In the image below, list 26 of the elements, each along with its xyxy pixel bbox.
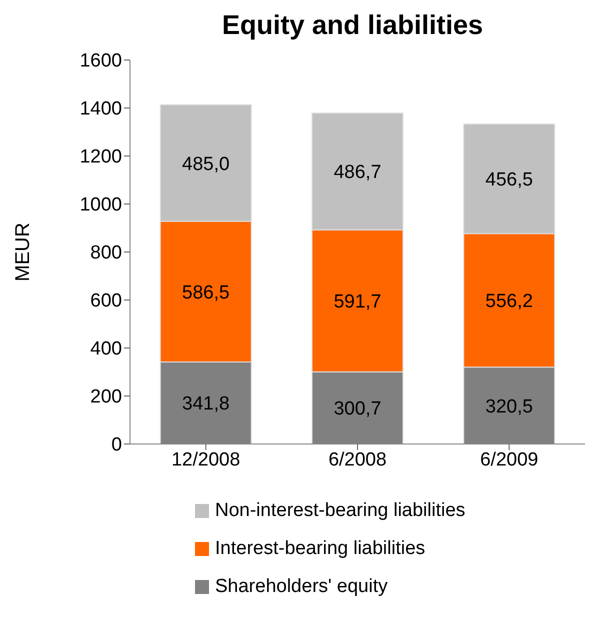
data-label: 456,5 [485, 170, 533, 191]
data-label: 341,8 [182, 394, 230, 415]
data-label: 591,7 [334, 292, 382, 313]
legend-label: Shareholders' equity [215, 576, 388, 598]
x-tick-label: 6/2009 [480, 449, 538, 470]
legend-label: Non-interest-bearing liabilities [215, 500, 466, 522]
x-tick-label: 6/2008 [328, 449, 387, 470]
y-tick-label: 600 [90, 290, 122, 312]
y-tick-label: 800 [90, 242, 122, 264]
y-tick-label: 1600 [80, 50, 122, 72]
y-tick-label: 1400 [80, 98, 122, 120]
legend-label: Interest-bearing liabilities [215, 538, 426, 560]
y-axis-title: MEUR [12, 222, 34, 282]
chart-title: Equity and liabilities [220, 10, 484, 42]
y-tick-label: 1000 [80, 194, 122, 216]
y-tick-label: 0 [111, 434, 122, 456]
data-label: 486,7 [334, 162, 382, 184]
y-tick-label: 1200 [80, 146, 122, 168]
data-label: 320,5 [485, 396, 533, 418]
x-tick-label: 12/2008 [171, 449, 240, 470]
data-label: 485,0 [182, 154, 230, 175]
data-label: 300,7 [334, 398, 382, 420]
data-label: 556,2 [485, 291, 533, 312]
y-tick-label: 400 [90, 338, 122, 360]
data-label: 586,5 [182, 282, 230, 304]
y-tick-label: 200 [90, 386, 122, 408]
